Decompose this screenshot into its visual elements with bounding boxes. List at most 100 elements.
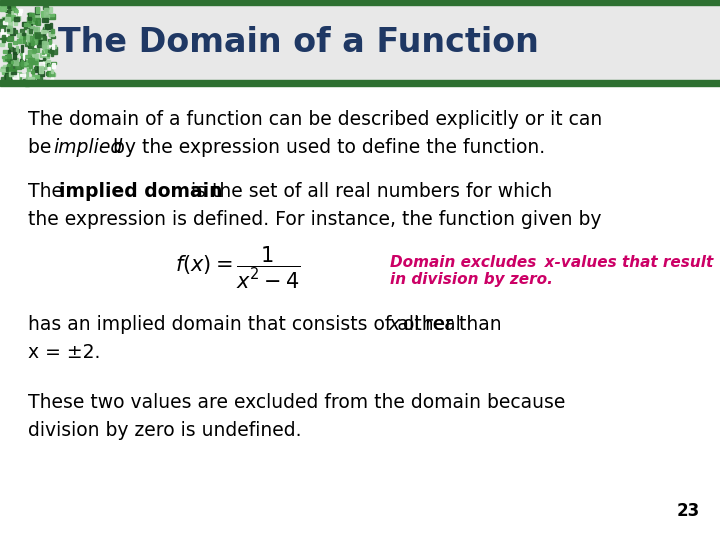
Bar	[6, 14, 12, 18]
Bar	[39, 60, 44, 64]
Bar	[8, 16, 14, 20]
Text: the expression is defined. For instance, the function given by: the expression is defined. For instance,…	[28, 210, 601, 229]
Bar	[0, 38, 5, 39]
Bar	[50, 23, 52, 29]
Bar	[50, 14, 55, 19]
Bar	[17, 75, 19, 79]
Bar	[34, 54, 37, 60]
Bar	[24, 24, 26, 29]
Bar	[11, 61, 12, 68]
Bar	[29, 13, 33, 16]
Bar	[1, 67, 6, 69]
Bar	[27, 12, 32, 15]
Bar	[42, 45, 48, 48]
Bar	[37, 39, 40, 44]
Bar	[27, 50, 33, 55]
Bar	[35, 54, 37, 60]
Bar	[20, 60, 23, 66]
Bar	[36, 68, 38, 70]
Bar	[28, 77, 34, 84]
Bar	[48, 7, 52, 12]
Bar	[28, 17, 31, 20]
Bar	[5, 68, 11, 75]
Bar	[40, 52, 44, 57]
Bar	[10, 65, 15, 71]
Bar	[13, 49, 15, 54]
Bar	[14, 30, 17, 33]
Bar	[42, 36, 45, 42]
Bar	[29, 37, 33, 41]
Bar	[24, 25, 27, 29]
Bar	[3, 21, 7, 24]
Bar	[1, 77, 5, 83]
Bar	[28, 44, 33, 48]
Bar	[8, 18, 12, 25]
Bar	[30, 18, 35, 24]
Text: The domain of a function can be described explicitly or it can: The domain of a function can be describe…	[28, 110, 602, 129]
Bar	[2, 17, 7, 22]
Bar	[46, 72, 50, 75]
Bar	[29, 43, 33, 48]
Bar	[42, 60, 46, 63]
Bar	[36, 18, 40, 25]
Bar	[9, 59, 13, 65]
Bar	[49, 72, 54, 76]
Bar	[32, 49, 35, 53]
Bar	[24, 23, 28, 26]
Bar	[51, 36, 55, 38]
Bar	[10, 70, 16, 72]
Bar	[14, 20, 17, 24]
Bar	[41, 11, 45, 17]
Bar	[42, 41, 46, 48]
Bar	[6, 77, 10, 83]
Bar	[10, 11, 13, 17]
Bar	[7, 6, 10, 8]
Bar	[26, 61, 30, 67]
Bar	[9, 48, 13, 51]
Bar	[51, 77, 53, 79]
Bar	[12, 69, 15, 75]
Bar	[21, 45, 23, 52]
Bar	[51, 29, 55, 33]
Text: implied: implied	[53, 138, 122, 157]
Bar	[41, 30, 46, 33]
Text: $f(x) = \dfrac{1}{x^2 - 4}$: $f(x) = \dfrac{1}{x^2 - 4}$	[175, 245, 301, 291]
Bar	[7, 36, 13, 41]
Bar	[5, 17, 9, 21]
Bar	[30, 36, 33, 42]
Bar	[30, 57, 35, 64]
Bar	[11, 62, 13, 63]
Bar	[8, 60, 10, 63]
Bar	[43, 52, 48, 56]
Bar	[15, 17, 17, 18]
Bar	[41, 38, 45, 45]
Bar	[49, 14, 55, 16]
Bar	[20, 53, 23, 55]
Bar	[25, 42, 31, 46]
Bar	[37, 39, 42, 44]
Bar	[6, 17, 12, 21]
Bar	[6, 40, 9, 46]
Bar	[2, 23, 4, 28]
Bar	[2, 71, 7, 74]
Bar	[20, 80, 22, 82]
Bar	[13, 73, 18, 79]
Bar	[7, 64, 10, 71]
Bar	[42, 29, 48, 32]
Bar	[30, 42, 32, 45]
Bar	[14, 10, 18, 12]
Bar	[9, 72, 12, 76]
Bar	[37, 34, 41, 36]
Bar	[27, 17, 30, 23]
Bar	[27, 29, 29, 31]
Bar	[13, 55, 15, 58]
Bar	[10, 5, 15, 11]
Bar	[25, 33, 31, 39]
Bar	[44, 54, 49, 58]
Text: is the set of all real numbers for which: is the set of all real numbers for which	[185, 182, 552, 201]
Bar	[25, 72, 27, 78]
Bar	[38, 71, 44, 76]
Bar	[24, 33, 29, 38]
Bar	[35, 33, 36, 39]
Bar	[8, 43, 11, 47]
